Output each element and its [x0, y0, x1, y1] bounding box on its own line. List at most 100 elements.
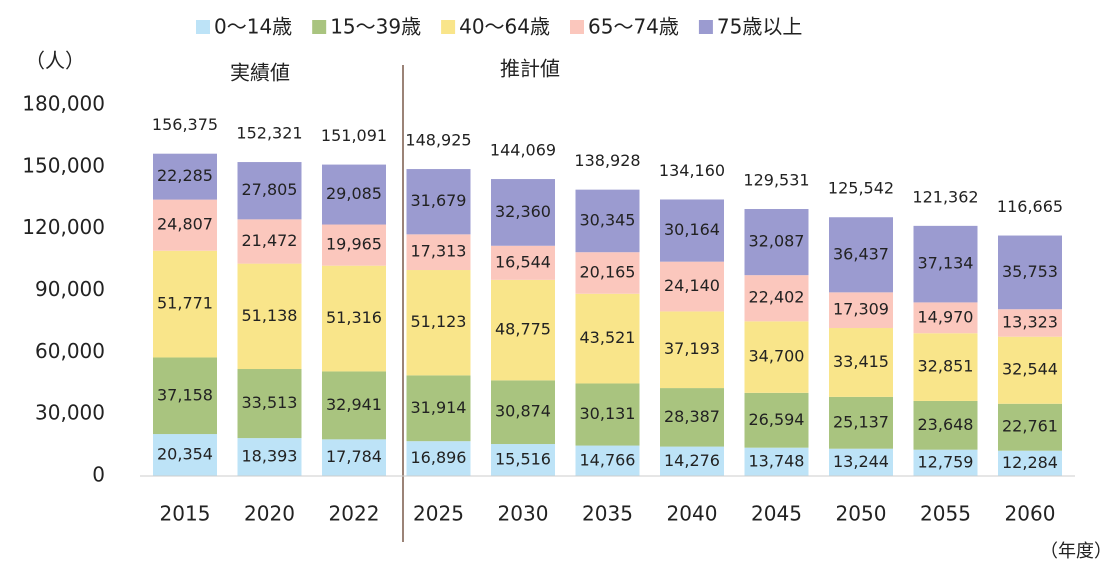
data-label: 23,648 — [918, 415, 974, 434]
bar-segment — [829, 217, 893, 293]
data-label: 17,784 — [326, 447, 382, 466]
bar-segment — [322, 224, 386, 266]
data-label: 14,766 — [580, 450, 636, 469]
bar-segment — [406, 441, 471, 476]
bar-segment — [660, 199, 724, 262]
data-label: 22,761 — [1002, 417, 1058, 436]
data-label: 13,244 — [833, 452, 889, 471]
data-label: 32,941 — [326, 395, 382, 414]
total-label: 148,925 — [405, 131, 471, 150]
bar-segment — [660, 261, 724, 312]
x-axis-label: （年度） — [1040, 541, 1100, 561]
total-label: 138,928 — [574, 151, 640, 170]
bar-segment — [237, 438, 302, 476]
data-label: 26,594 — [749, 410, 805, 429]
bar-segment — [913, 449, 978, 476]
x-tick-label: 2045 — [751, 502, 802, 526]
legend-label: 0〜14歳 — [214, 15, 292, 39]
data-label: 33,415 — [833, 352, 889, 371]
bar-segment — [322, 164, 386, 225]
data-label: 35,753 — [1002, 262, 1058, 281]
y-tick-label: 30,000 — [35, 401, 105, 425]
data-label: 22,402 — [749, 288, 805, 307]
x-tick-label: 2050 — [836, 502, 887, 526]
total-label: 121,362 — [912, 187, 978, 206]
bar-segment — [153, 199, 217, 251]
x-tick-label: 2015 — [160, 502, 211, 526]
data-label: 12,759 — [918, 452, 974, 471]
bar-segment — [998, 450, 1062, 476]
data-label: 37,134 — [918, 254, 974, 273]
total-label: 125,542 — [828, 179, 894, 198]
data-label: 16,896 — [411, 448, 467, 467]
y-tick-label: 180,000 — [22, 92, 105, 116]
bar-segment — [998, 336, 1062, 404]
bar-segment — [660, 311, 724, 389]
bar-segment — [575, 189, 640, 253]
bar-segment — [153, 250, 217, 358]
bar-segment — [744, 392, 809, 448]
x-tick-label: 2022 — [329, 502, 380, 526]
bar-segment — [491, 245, 555, 280]
data-label: 37,193 — [664, 339, 720, 358]
data-label: 12,284 — [1002, 453, 1058, 472]
bar-segment — [913, 225, 978, 303]
y-tick-label: 150,000 — [22, 153, 105, 177]
total-label: 134,160 — [659, 161, 725, 180]
x-tick-label: 2040 — [667, 502, 718, 526]
data-label: 21,472 — [242, 231, 298, 250]
y-tick-label: 90,000 — [35, 277, 105, 301]
bar-segment — [491, 179, 555, 246]
bar-segment — [153, 357, 217, 435]
data-label: 14,970 — [918, 307, 974, 326]
legend-swatch — [196, 20, 210, 34]
data-label: 19,965 — [326, 235, 382, 254]
bar-segment — [998, 309, 1062, 337]
data-label: 32,544 — [1002, 360, 1058, 379]
data-label: 37,158 — [157, 385, 213, 404]
bar-segment — [575, 252, 640, 294]
data-label: 29,085 — [326, 184, 382, 203]
legend-swatch — [312, 20, 327, 34]
data-label: 43,521 — [580, 328, 636, 347]
bar-segment — [913, 302, 978, 334]
data-label: 34,700 — [749, 347, 805, 366]
data-label: 18,393 — [242, 447, 298, 466]
data-label: 16,544 — [495, 252, 551, 271]
data-label: 30,874 — [495, 402, 551, 421]
x-tick-label: 2030 — [498, 502, 549, 526]
data-label: 20,165 — [580, 262, 636, 281]
data-label: 17,313 — [411, 242, 467, 261]
legend-swatch — [698, 20, 713, 34]
bar-segment — [575, 445, 640, 476]
data-label: 27,805 — [242, 180, 298, 199]
bar-segment — [744, 447, 809, 476]
bar-segment — [829, 328, 893, 397]
data-label: 30,345 — [580, 210, 636, 229]
bar-segment — [406, 270, 471, 376]
data-label: 32,851 — [918, 357, 974, 376]
data-label: 51,123 — [411, 312, 467, 331]
bar-segment — [744, 321, 809, 393]
total-label: 116,665 — [997, 197, 1063, 216]
y-tick-label: 60,000 — [35, 339, 105, 363]
legend-label: 15〜39歳 — [330, 15, 421, 39]
bar-segment — [237, 162, 302, 220]
bar-segment — [829, 448, 893, 476]
data-label: 32,360 — [495, 202, 551, 221]
data-label: 36,437 — [833, 244, 889, 263]
data-label: 24,807 — [157, 215, 213, 234]
data-label: 31,914 — [411, 398, 467, 417]
data-label: 48,775 — [495, 320, 551, 339]
data-label: 25,137 — [833, 412, 889, 431]
data-label: 51,771 — [157, 294, 213, 313]
bar-segment — [998, 235, 1062, 310]
y-tick-label: 0 — [92, 463, 105, 487]
y-axis-label: （人） — [25, 49, 85, 73]
data-label: 31,679 — [411, 191, 467, 210]
legend-label: 40〜64歳 — [459, 15, 550, 39]
data-label: 28,387 — [664, 407, 720, 426]
bar-segment — [322, 371, 386, 440]
bar-segment — [237, 263, 302, 370]
bar-segment — [744, 275, 809, 322]
